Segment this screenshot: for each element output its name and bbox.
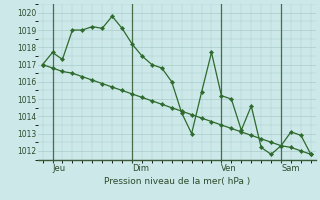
X-axis label: Pression niveau de la mer( hPa ): Pression niveau de la mer( hPa ): [104, 177, 250, 186]
